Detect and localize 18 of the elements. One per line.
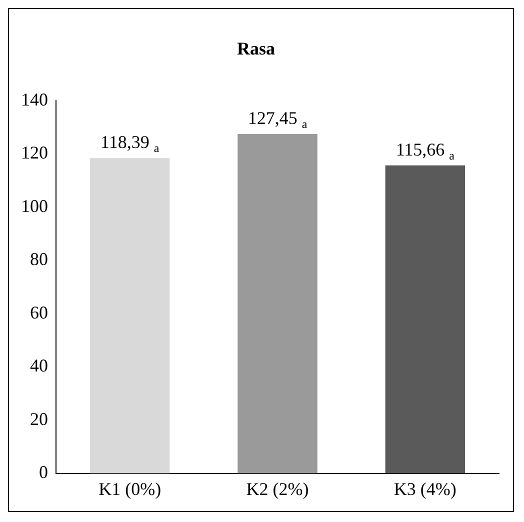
y-tick-label: 80 bbox=[30, 249, 48, 270]
y-tick-label: 120 bbox=[21, 142, 48, 163]
x-tick-label: K1 (0%) bbox=[98, 478, 162, 499]
y-tick-label: 100 bbox=[21, 196, 48, 216]
bar bbox=[238, 134, 318, 474]
bar bbox=[385, 165, 466, 474]
y-tick-label: 40 bbox=[30, 356, 48, 376]
chart-title: Rasa bbox=[236, 38, 276, 58]
y-tick-label: 0 bbox=[39, 462, 48, 482]
y-tick-label: 140 bbox=[21, 89, 48, 110]
data-label: 118,39 a bbox=[100, 132, 160, 156]
y-tick-label: 20 bbox=[30, 408, 48, 429]
x-tick-label: K3 (4%) bbox=[394, 478, 456, 499]
data-label: 115,66 a bbox=[396, 139, 456, 162]
data-label: 127,45 a bbox=[248, 108, 308, 132]
bar bbox=[90, 158, 170, 474]
y-tick-label: 60 bbox=[30, 302, 48, 322]
x-tick-label: K2 (2%) bbox=[246, 478, 309, 499]
